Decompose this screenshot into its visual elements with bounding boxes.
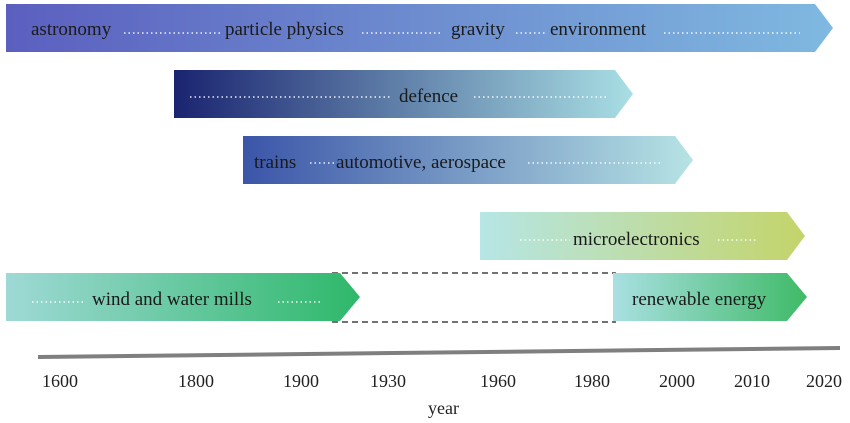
label-particle-physics: particle physics (225, 19, 344, 40)
tick-2010: 2010 (734, 371, 770, 391)
arrow-renewable: renewable energy (613, 273, 807, 321)
label-microelectronics: microelectronics (573, 229, 700, 250)
tick-2000: 2000 (659, 371, 695, 391)
label-wind-and-water-mills: wind and water mills (92, 289, 252, 310)
arrow-mills: wind and water mills (6, 273, 360, 321)
tick-1800: 1800 (178, 371, 214, 391)
label-astronomy: astronomy (31, 19, 112, 40)
arrow-science: astronomy particle physics gravity envir… (6, 4, 833, 52)
tick-1930: 1930 (370, 371, 406, 391)
axis-line (37, 346, 841, 359)
label-gravity: gravity (451, 19, 505, 40)
label-environment: environment (550, 19, 647, 40)
tick-1980: 1980 (574, 371, 610, 391)
label-trains: trains (254, 152, 296, 173)
tick-2020: 2020 (806, 371, 842, 391)
gap-connector (332, 272, 616, 323)
year-axis: 1600 1800 1900 1930 1960 1980 2000 2010 … (37, 346, 842, 418)
tick-1600: 1600 (42, 371, 78, 391)
arrow-defence: defence (174, 70, 633, 118)
label-automotive-aerospace: automotive, aerospace (336, 152, 506, 173)
tick-1960: 1960 (480, 371, 516, 391)
tick-1900: 1900 (283, 371, 319, 391)
arrow-microelectronics: microelectronics (480, 212, 805, 260)
arrow-transport: trains automotive, aerospace (243, 136, 693, 184)
label-renewable-energy: renewable energy (632, 289, 767, 310)
axis-title-year: year (428, 398, 459, 418)
label-defence: defence (399, 86, 458, 107)
